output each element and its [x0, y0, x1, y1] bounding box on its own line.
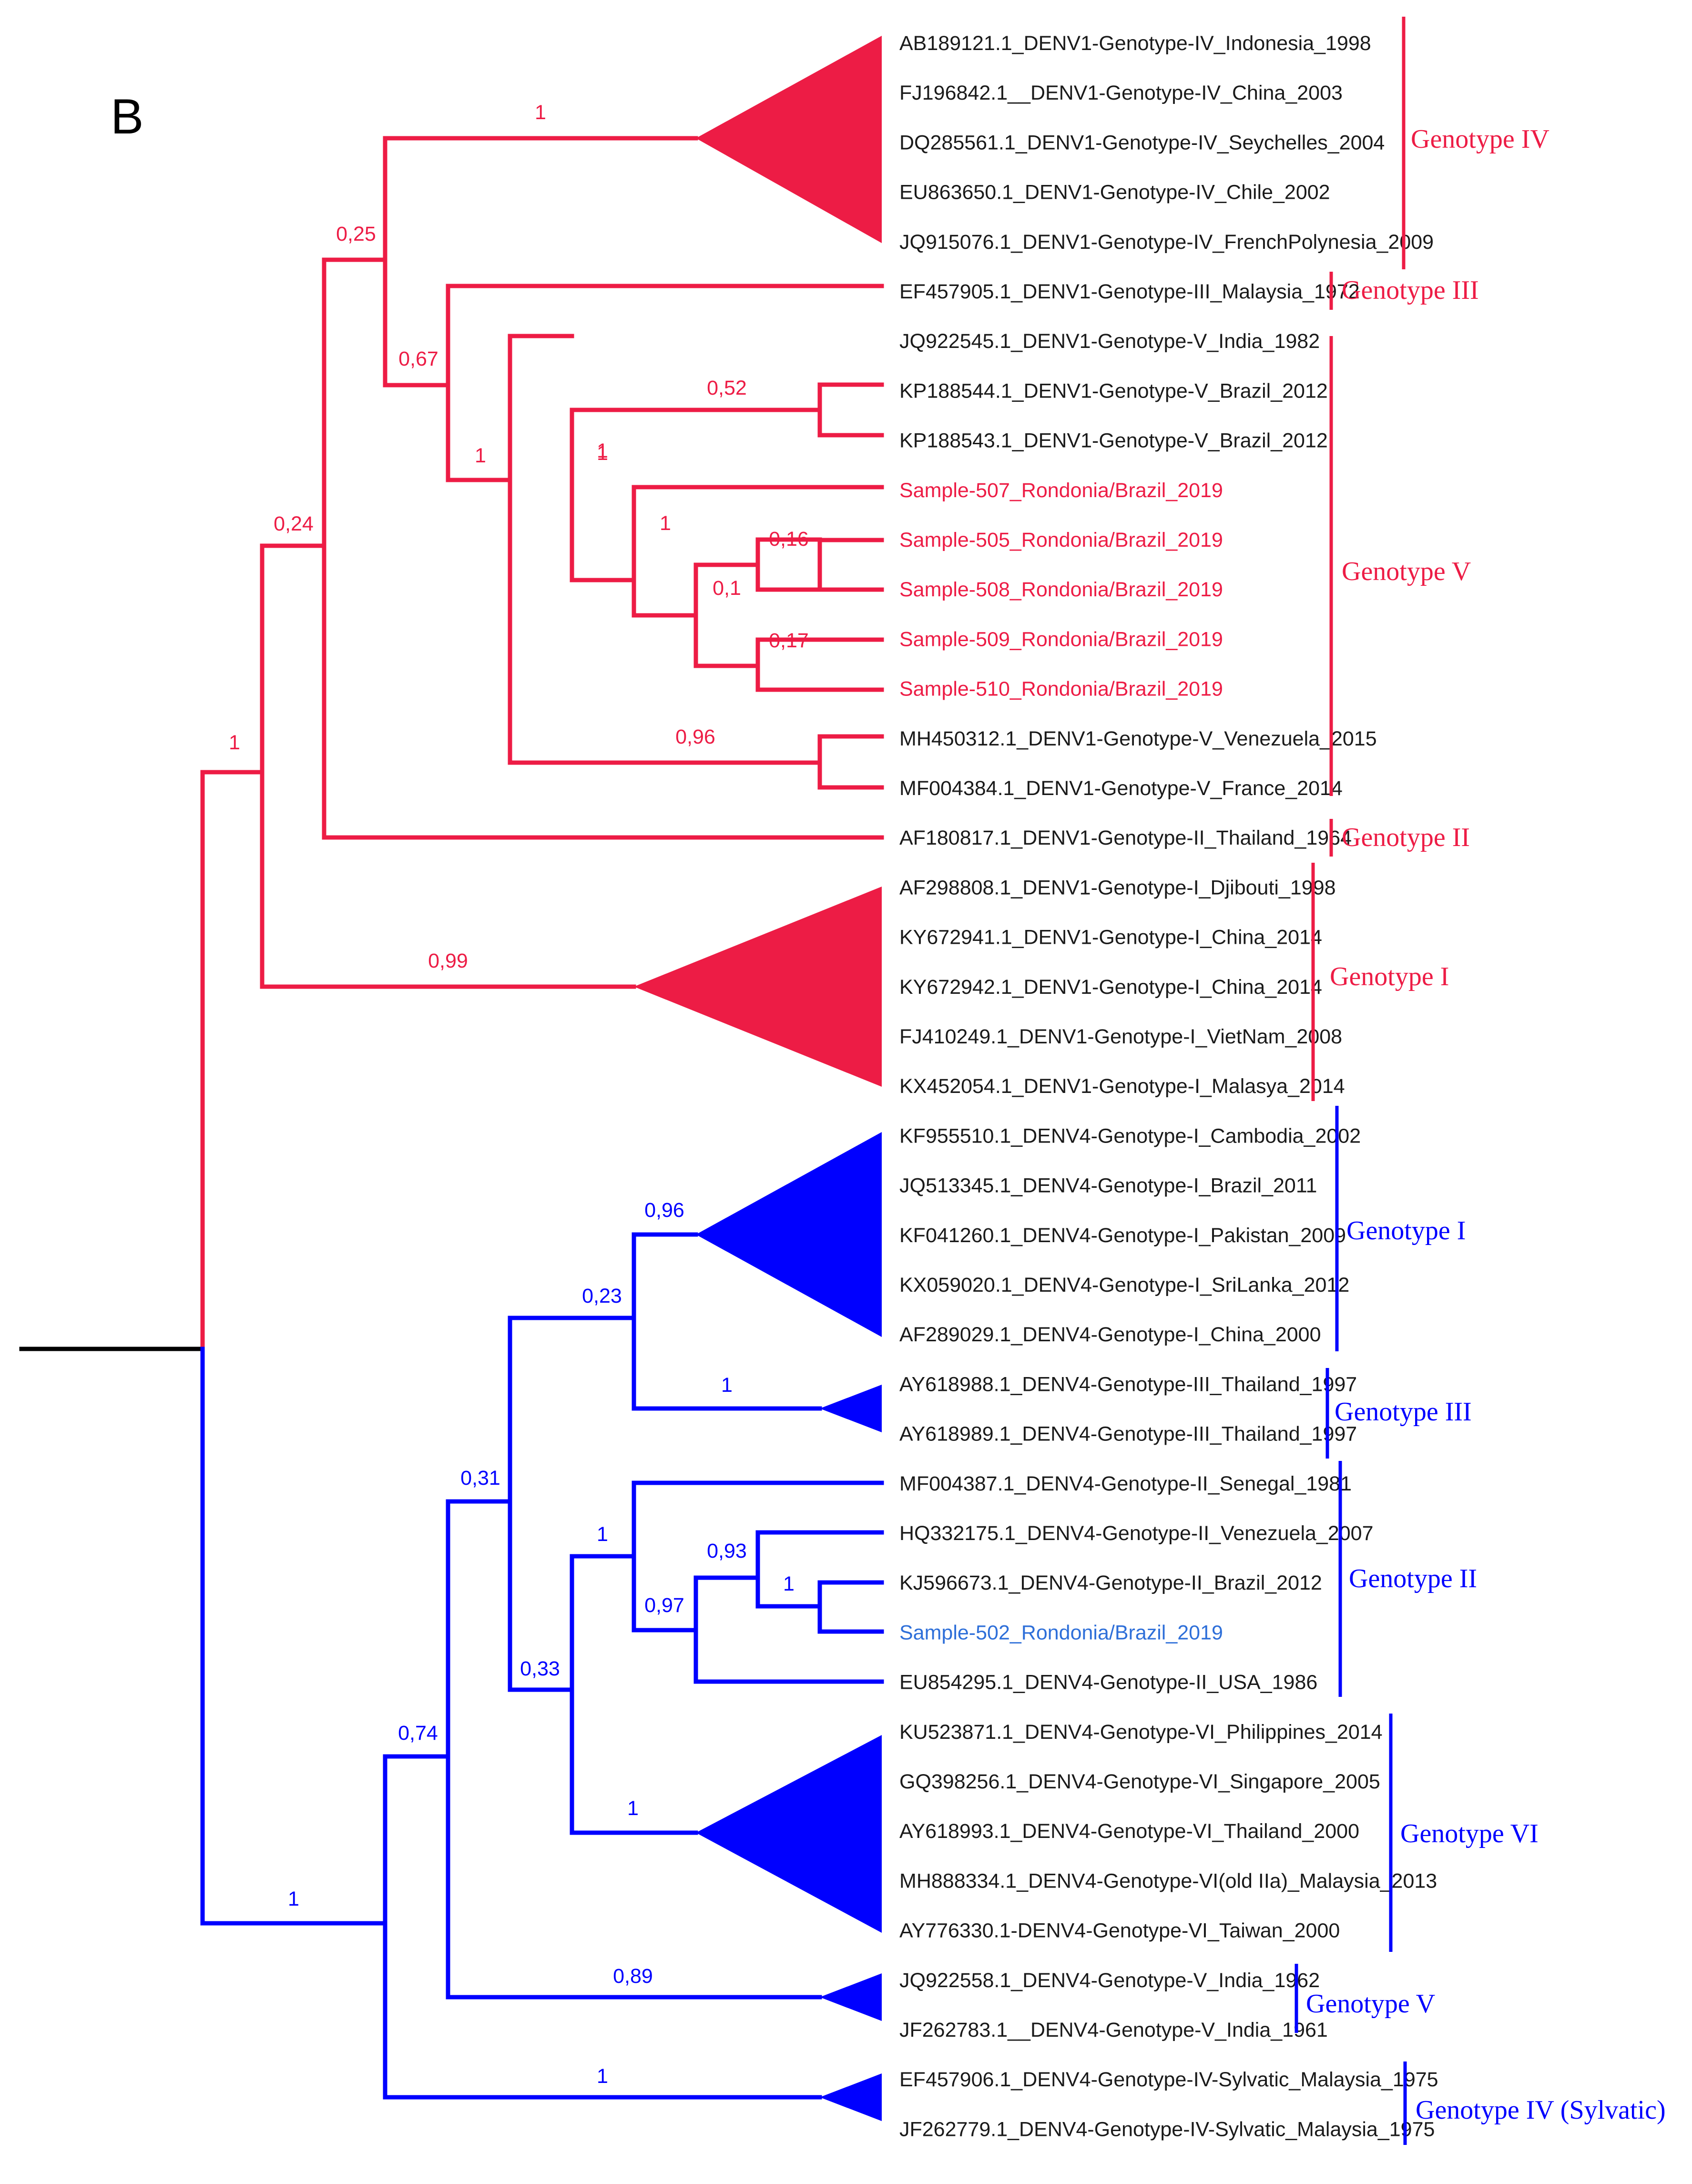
taxon-label: MH450312.1_DENV1-Genotype-V_Venezuela_20…	[899, 727, 1377, 750]
collapsed-clade-triangle	[696, 36, 882, 243]
taxon-label: KF041260.1_DENV4-Genotype-I_Pakistan_200…	[899, 1224, 1346, 1247]
taxon-label: KY672941.1_DENV1-Genotype-I_China_2014	[899, 926, 1322, 949]
collapsed-clades	[634, 36, 882, 2121]
support-value: 0,24	[274, 512, 314, 535]
taxon-label: KU523871.1_DENV4-Genotype-VI_Philippines…	[899, 1721, 1383, 1744]
support-value: 1	[597, 1523, 608, 1546]
taxon-label: KJ596673.1_DENV4-Genotype-II_Brazil_2012	[899, 1572, 1322, 1594]
genotype-label: Genotype I	[1346, 1216, 1466, 1245]
support-value: 0,67	[398, 347, 438, 370]
taxon-label: AF289029.1_DENV4-Genotype-I_China_2000	[899, 1323, 1321, 1346]
taxon-label: JF262783.1__DENV4-Genotype-V_India_1961	[899, 2019, 1328, 2041]
taxon-label: KX452054.1_DENV1-Genotype-I_Malasya_2014	[899, 1075, 1345, 1098]
taxon-label: JQ915076.1_DENV1-Genotype-IV_FrenchPolyn…	[899, 231, 1434, 254]
taxon-label: EU854295.1_DENV4-Genotype-II_USA_1986	[899, 1671, 1317, 1694]
taxon-label: AY618989.1_DENV4-Genotype-III_Thailand_1…	[899, 1423, 1357, 1446]
tree-branches	[19, 136, 884, 2100]
support-value: 0,1	[713, 577, 741, 600]
taxon-label: AY618993.1_DENV4-Genotype-VI_Thailand_20…	[899, 1820, 1359, 1843]
sample-taxon-label: Sample-502_Rondonia/Brazil_2019	[899, 1621, 1223, 1644]
support-value: 1	[597, 439, 608, 462]
taxon-label: HQ332175.1_DENV4-Genotype-II_Venezuela_2…	[899, 1522, 1373, 1545]
sample-taxon-label: Sample-505_Rondonia/Brazil_2019	[899, 529, 1223, 551]
support-value: 0,52	[707, 377, 747, 399]
support-value: 0,99	[428, 949, 468, 972]
support-value: 0,89	[613, 1965, 653, 1988]
genotype-label: Genotype V	[1306, 1989, 1435, 2019]
support-value: 0,31	[460, 1467, 500, 1490]
taxon-label: MH888334.1_DENV4-Genotype-VI(old IIa)_Ma…	[899, 1869, 1437, 1892]
taxon-label: EU863650.1_DENV1-Genotype-IV_Chile_2002	[899, 181, 1330, 204]
collapsed-clade-triangle	[820, 2073, 882, 2121]
taxon-label: JQ922545.1_DENV1-Genotype-V_India_1982	[899, 330, 1320, 353]
support-value: 1	[535, 101, 546, 124]
taxon-label: KX059020.1_DENV4-Genotype-I_SriLanka_201…	[899, 1274, 1349, 1296]
genotype-label: Genotype V	[1342, 557, 1471, 586]
support-value: 1	[475, 444, 486, 467]
taxon-label: FJ410249.1_DENV1-Genotype-I_VietNam_2008	[899, 1025, 1342, 1048]
support-value: 0,96	[675, 725, 715, 748]
sample-taxon-label: Sample-509_Rondonia/Brazil_2019	[899, 628, 1223, 651]
support-value: 1	[660, 512, 671, 535]
support-value: 1	[288, 1888, 299, 1910]
taxon-label: MF004387.1_DENV4-Genotype-II_Senegal_198…	[899, 1472, 1352, 1495]
support-value: 0,96	[644, 1199, 684, 1222]
support-value: 1	[229, 731, 240, 754]
sample-taxon-label: Sample-507_Rondonia/Brazil_2019	[899, 479, 1223, 502]
genotype-label: Genotype IV (Sylvatic)	[1416, 2095, 1666, 2125]
sample-taxon-label: Sample-508_Rondonia/Brazil_2019	[899, 578, 1223, 601]
taxon-label: GQ398256.1_DENV4-Genotype-VI_Singapore_2…	[899, 1770, 1380, 1793]
taxon-label: JQ922558.1_DENV4-Genotype-V_India_1962	[899, 1969, 1320, 1992]
taxon-label: EF457906.1_DENV4-Genotype-IV-Sylvatic_Ma…	[899, 2068, 1438, 2091]
support-value: 0,23	[582, 1285, 622, 1307]
genotype-label: Genotype I	[1330, 962, 1449, 991]
support-value: 1	[721, 1374, 733, 1397]
collapsed-clade-triangle	[696, 1132, 882, 1337]
taxon-label: JF262779.1_DENV4-Genotype-IV-Sylvatic_Ma…	[899, 2118, 1435, 2141]
taxon-label: KY672942.1_DENV1-Genotype-I_China_2014	[899, 976, 1322, 999]
genotype-label: Genotype VI	[1400, 1819, 1539, 1848]
taxon-label: AF298808.1_DENV1-Genotype-I_Djibouti_199…	[899, 876, 1336, 899]
collapsed-clade-triangle	[820, 1385, 882, 1432]
taxon-label: AY618988.1_DENV4-Genotype-III_Thailand_1…	[899, 1373, 1357, 1396]
taxon-label: AY776330.1-DENV4-Genotype-VI_Taiwan_2000	[899, 1919, 1340, 1942]
genotype-label: Genotype IV	[1411, 124, 1549, 154]
support-value: 1	[783, 1572, 795, 1595]
support-value: 0,93	[707, 1540, 747, 1562]
genotype-label: Genotype III	[1342, 276, 1479, 305]
panel-label: B	[111, 89, 143, 144]
support-value: 0,16	[769, 528, 809, 551]
support-value: 0,97	[644, 1594, 684, 1617]
sample-taxon-label: Sample-510_Rondonia/Brazil_2019	[899, 678, 1223, 701]
taxon-label: KF955510.1_DENV4-Genotype-I_Cambodia_200…	[899, 1124, 1361, 1147]
collapsed-clade-triangle	[634, 887, 882, 1087]
taxon-label: FJ196842.1__DENV1-Genotype-IV_China_2003	[899, 82, 1343, 104]
collapsed-clade-triangle	[820, 1973, 882, 2021]
taxon-label: EF457905.1_DENV1-Genotype-III_Malaysia_1…	[899, 280, 1360, 303]
genotype-brackets: Genotype IV Genotype III Genotype V Genotyp…	[1294, 17, 1666, 2145]
support-value: 0,25	[336, 223, 376, 245]
support-value: 1	[597, 2065, 608, 2088]
collapsed-clade-triangle	[696, 1735, 882, 1933]
support-value: 0,74	[398, 1722, 438, 1745]
support-value: 1	[627, 1797, 639, 1820]
taxon-label: DQ285561.1_DENV1-Genotype-IV_Seychelles_…	[899, 131, 1385, 154]
taxon-labels: AB189121.1_DENV1-Genotype-IV_Indonesia_1…	[899, 32, 1438, 2141]
support-value: 0,17	[769, 629, 809, 652]
support-value: 1	[597, 442, 608, 465]
genotype-label: Genotype II	[1349, 1564, 1477, 1593]
taxon-label: KP188544.1_DENV1-Genotype-V_Brazil_2012	[899, 379, 1328, 402]
taxon-label: JQ513345.1_DENV4-Genotype-I_Brazil_2011	[899, 1174, 1317, 1197]
genotype-label: Genotype III	[1335, 1397, 1472, 1427]
genotype-label: Genotype II	[1342, 823, 1470, 852]
taxon-label: KP188543.1_DENV1-Genotype-V_Brazil_2012	[899, 429, 1328, 452]
taxon-label: AF180817.1_DENV1-Genotype-II_Thailand_19…	[899, 827, 1352, 849]
taxon-label: MF004384.1_DENV1-Genotype-V_France_2014	[899, 777, 1343, 800]
taxon-label: AB189121.1_DENV1-Genotype-IV_Indonesia_1…	[899, 32, 1371, 55]
support-value: 0,33	[520, 1657, 560, 1680]
support-values: 1 0,24 0,25 0,67 1 1 1 1 0,52 1 0,1 0,16 0,17 0,96 0,9…	[229, 101, 809, 2088]
